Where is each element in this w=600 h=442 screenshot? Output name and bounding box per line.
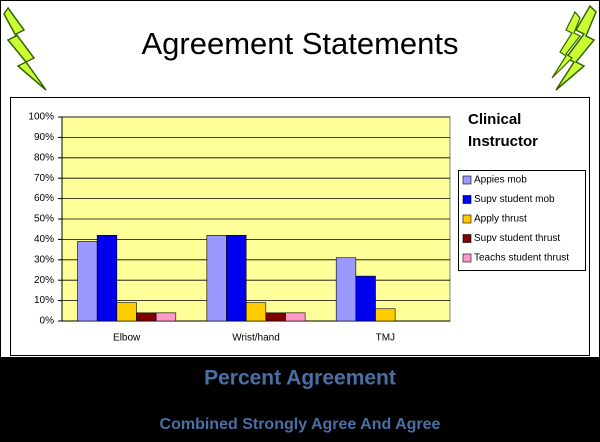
legend-label: Appies mob [474, 175, 527, 186]
x-tick-label: TMJ [376, 333, 395, 344]
bar [356, 276, 376, 321]
bar [97, 235, 117, 321]
legend-label: Teachs student thrust [474, 253, 569, 264]
slide-title: Agreement Statements [141, 26, 458, 61]
y-tick-label: 20% [34, 275, 54, 286]
x-tick-label: Wrist/hand [232, 333, 280, 344]
bar [117, 303, 137, 321]
y-tick-label: 90% [34, 132, 54, 143]
bar [246, 303, 266, 321]
bar [336, 258, 356, 321]
legend-swatch [463, 254, 471, 262]
legend-swatch [463, 215, 471, 223]
footer-heading: Percent Agreement [204, 367, 396, 390]
legend-label: Apply thrust [474, 214, 527, 225]
y-tick-label: 80% [34, 152, 54, 163]
bar [136, 313, 156, 321]
bar [156, 313, 176, 321]
y-tick-label: 40% [34, 234, 54, 245]
legend-label: Supv student thrust [474, 233, 560, 244]
y-tick-label: 70% [34, 173, 54, 184]
legend-swatch [463, 196, 471, 204]
legend-title: Clinical [468, 111, 521, 128]
bar [227, 235, 247, 321]
legend-label: Supv student mob [474, 194, 555, 205]
x-tick-label: Elbow [113, 333, 141, 344]
y-tick-label: 60% [34, 193, 54, 204]
legend-swatch [463, 235, 471, 243]
y-tick-label: 100% [28, 112, 54, 123]
bar [285, 313, 305, 321]
bar [78, 241, 98, 321]
bar [376, 309, 396, 321]
bar [207, 235, 227, 321]
legend-title: Instructor [468, 133, 538, 150]
slide: Agreement Statements Clinical Instructor… [0, 0, 600, 442]
y-tick-label: 30% [34, 254, 54, 265]
footer-subheading: Combined Strongly Agree And Agree [160, 416, 441, 433]
y-tick-label: 0% [40, 316, 55, 327]
legend-swatch [463, 176, 471, 184]
y-tick-label: 10% [34, 295, 54, 306]
bar [266, 313, 286, 321]
y-tick-label: 50% [34, 214, 54, 225]
